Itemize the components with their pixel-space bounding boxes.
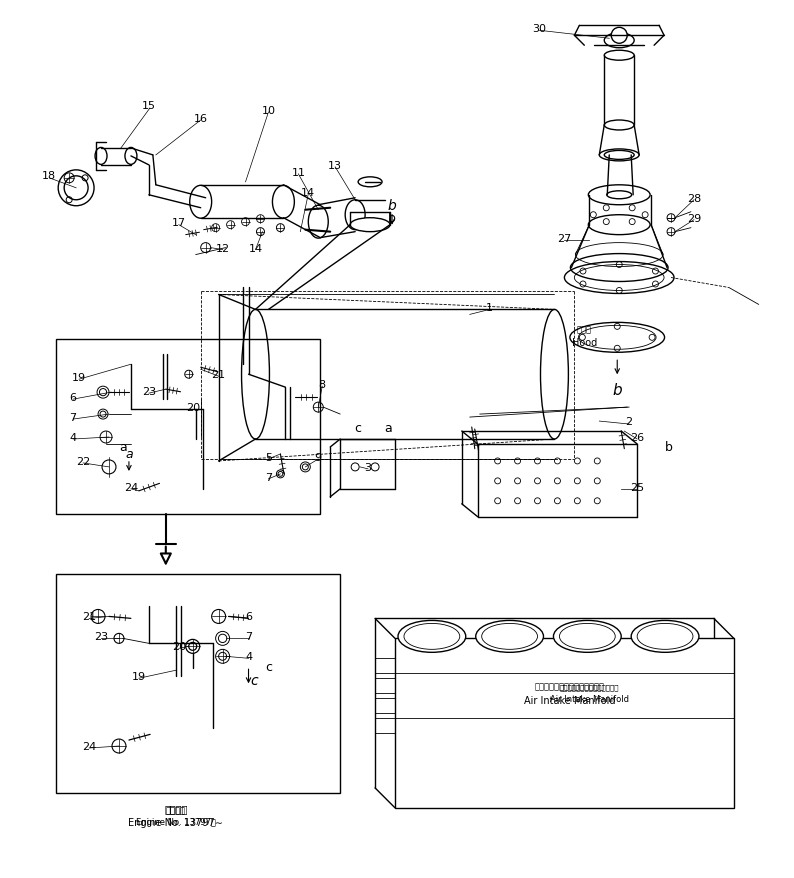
- Ellipse shape: [570, 323, 665, 353]
- Ellipse shape: [125, 148, 137, 165]
- Circle shape: [64, 176, 88, 200]
- Ellipse shape: [358, 177, 382, 188]
- Text: b: b: [387, 198, 396, 212]
- Text: 30: 30: [533, 25, 546, 34]
- Text: 22: 22: [76, 457, 91, 466]
- Text: フード: フード: [577, 326, 592, 335]
- Text: 16: 16: [194, 114, 208, 124]
- Bar: [395, 638, 734, 808]
- Text: b: b: [612, 382, 622, 397]
- Text: 7: 7: [265, 472, 272, 482]
- Text: 13: 13: [328, 161, 342, 170]
- Text: 21: 21: [211, 370, 225, 380]
- Bar: [56, 340, 320, 515]
- Text: 2: 2: [626, 416, 633, 427]
- Text: 5: 5: [265, 452, 272, 463]
- Text: c: c: [251, 673, 258, 687]
- Bar: [375, 679, 395, 694]
- Text: 4: 4: [245, 651, 252, 661]
- Text: 7: 7: [70, 413, 77, 422]
- Text: a: a: [384, 421, 392, 434]
- Text: 9: 9: [314, 452, 322, 463]
- Text: 3: 3: [364, 463, 372, 472]
- Ellipse shape: [631, 621, 699, 652]
- Ellipse shape: [272, 186, 295, 219]
- Text: a: a: [125, 448, 133, 461]
- Text: c: c: [355, 421, 361, 434]
- Text: 24: 24: [82, 741, 96, 752]
- Text: 適用号機: 適用号機: [166, 805, 186, 815]
- Ellipse shape: [308, 206, 328, 239]
- Ellipse shape: [637, 623, 693, 650]
- Text: 27: 27: [557, 234, 572, 243]
- Text: 1: 1: [486, 303, 493, 313]
- Circle shape: [611, 28, 627, 44]
- Ellipse shape: [553, 621, 621, 652]
- Text: 適用号機: 適用号機: [164, 802, 187, 813]
- Circle shape: [58, 170, 94, 206]
- Ellipse shape: [345, 200, 365, 230]
- Text: 28: 28: [687, 193, 701, 204]
- Text: 18: 18: [42, 170, 56, 181]
- Text: 14: 14: [249, 243, 263, 254]
- Text: 15: 15: [142, 101, 156, 111]
- Bar: [375, 718, 395, 733]
- Text: 17: 17: [172, 218, 186, 227]
- Text: 8: 8: [318, 380, 326, 390]
- Ellipse shape: [541, 310, 569, 440]
- Ellipse shape: [241, 310, 269, 440]
- Ellipse shape: [604, 151, 634, 160]
- Text: 24: 24: [124, 482, 138, 493]
- Text: Air Intake Manifold: Air Intake Manifold: [549, 694, 629, 703]
- Text: 11: 11: [291, 168, 306, 177]
- Text: Hood: Hood: [572, 338, 597, 348]
- Ellipse shape: [404, 623, 460, 650]
- Text: 14: 14: [301, 188, 315, 198]
- Text: Air Intake Manifold: Air Intake Manifold: [524, 695, 615, 705]
- Text: エアーインテークマニホールド: エアーインテークマニホールド: [534, 682, 604, 691]
- Text: Engine No. 13797∼: Engine No. 13797∼: [129, 817, 223, 827]
- Text: 23: 23: [94, 631, 108, 642]
- Text: 19: 19: [72, 373, 87, 383]
- Text: 12: 12: [215, 243, 229, 254]
- Ellipse shape: [604, 33, 634, 48]
- Bar: [56, 574, 340, 793]
- Text: 6: 6: [245, 612, 252, 622]
- Text: 7: 7: [245, 631, 252, 642]
- Text: 26: 26: [630, 433, 644, 443]
- Ellipse shape: [95, 148, 107, 165]
- Bar: [375, 698, 395, 713]
- Text: 23: 23: [142, 386, 156, 397]
- Text: a: a: [119, 441, 127, 454]
- Text: 10: 10: [261, 106, 276, 116]
- Ellipse shape: [350, 219, 390, 233]
- Text: 25: 25: [630, 482, 644, 493]
- Text: b: b: [665, 441, 673, 454]
- Text: c: c: [265, 660, 272, 673]
- Text: エアーインテークマニホールド: エアーインテークマニホールド: [560, 683, 619, 690]
- Ellipse shape: [476, 621, 543, 652]
- Text: b: b: [388, 212, 396, 225]
- Text: Engine No. 13797～: Engine No. 13797～: [136, 817, 216, 826]
- Text: 4: 4: [70, 433, 77, 443]
- Text: 19: 19: [132, 672, 146, 681]
- Text: 21: 21: [82, 612, 96, 622]
- Ellipse shape: [560, 623, 615, 650]
- Text: 20: 20: [172, 642, 186, 651]
- Text: 29: 29: [687, 213, 701, 223]
- Circle shape: [189, 643, 197, 651]
- Ellipse shape: [482, 623, 538, 650]
- Ellipse shape: [398, 621, 466, 652]
- Text: 6: 6: [70, 392, 77, 403]
- Text: 20: 20: [186, 403, 200, 413]
- Bar: [375, 658, 395, 673]
- Ellipse shape: [190, 186, 212, 219]
